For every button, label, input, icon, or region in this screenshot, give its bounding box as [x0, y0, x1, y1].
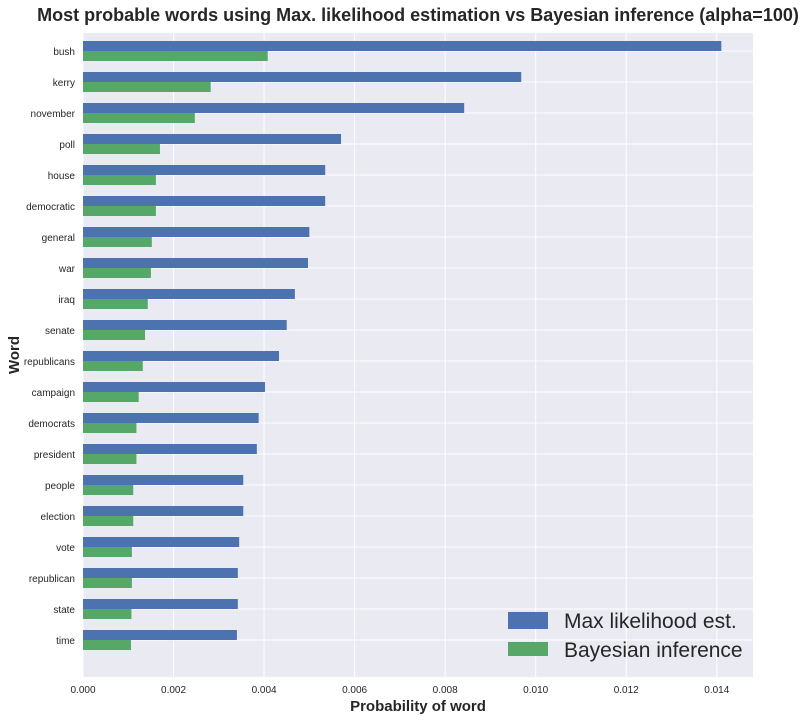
- x-axis-label: Probability of word: [350, 698, 486, 715]
- y-tick-label: state: [53, 605, 75, 616]
- y-tick-label: democratic: [26, 202, 75, 213]
- legend-label-max-likelihood: Max likelihood est.: [564, 610, 737, 633]
- y-tick-label: vote: [56, 543, 75, 554]
- bar-bayesian-senate: [83, 330, 146, 340]
- legend-label-bayesian: Bayesian inference: [564, 639, 743, 662]
- legend: Max likelihood est. Bayesian inference: [508, 610, 743, 662]
- legend-swatch-bayesian: [508, 642, 548, 656]
- bar-max-likelihood-republican: [83, 568, 238, 578]
- x-tick-label: 0.006: [342, 685, 367, 696]
- y-tick-labels: bush kerry november poll house democratic gene…: [24, 47, 76, 647]
- legend-swatch-max-likelihood: [508, 612, 548, 629]
- bar-bayesian-election: [83, 516, 134, 526]
- x-tick-label: 0.012: [614, 685, 639, 696]
- x-tick-label: 0.002: [161, 685, 186, 696]
- y-axis-label: Word: [6, 336, 23, 374]
- y-tick-label: poll: [59, 140, 75, 151]
- bar-bayesian-general: [83, 237, 152, 247]
- bar-max-likelihood-november: [83, 103, 465, 113]
- bar-bayesian-republican: [83, 578, 132, 588]
- bar-max-likelihood-iraq: [83, 289, 295, 299]
- y-tick-label: time: [56, 636, 75, 647]
- bar-bayesian-state: [83, 609, 132, 619]
- bar-max-likelihood-state: [83, 599, 238, 609]
- bar-bayesian-poll: [83, 144, 160, 154]
- bars: [83, 41, 722, 650]
- bar-max-likelihood-people: [83, 475, 244, 485]
- y-tick-label: bush: [53, 47, 75, 58]
- bar-max-likelihood-general: [83, 227, 310, 237]
- y-tick-label: democrats: [28, 419, 75, 430]
- y-tick-label: people: [45, 481, 75, 492]
- bar-bayesian-vote: [83, 547, 132, 557]
- x-tick-labels: 0.000 0.002 0.004 0.006 0.008 0.010 0.012 0.014: [70, 685, 729, 696]
- bar-bayesian-people: [83, 485, 134, 495]
- bar-max-likelihood-vote: [83, 537, 240, 547]
- bar-bayesian-house: [83, 175, 156, 185]
- y-tick-label: general: [42, 233, 75, 244]
- chart-title: Most probable words using Max. likelihoo…: [37, 5, 799, 25]
- bar-bayesian-iraq: [83, 299, 148, 309]
- x-tick-label: 0.008: [433, 685, 458, 696]
- bar-bayesian-democrats: [83, 423, 137, 433]
- bar-max-likelihood-bush: [83, 41, 722, 51]
- bar-bayesian-republicans: [83, 361, 143, 371]
- y-tick-label: election: [41, 512, 75, 523]
- bar-bayesian-november: [83, 113, 195, 123]
- bar-max-likelihood-democratic: [83, 196, 326, 206]
- bar-max-likelihood-president: [83, 444, 257, 454]
- bar-max-likelihood-house: [83, 165, 326, 175]
- y-tick-label: campaign: [32, 388, 75, 399]
- x-tick-label: 0.014: [704, 685, 729, 696]
- bar-max-likelihood-election: [83, 506, 244, 516]
- y-tick-label: president: [34, 450, 75, 461]
- y-tick-label: iraq: [58, 295, 75, 306]
- y-tick-label: kerry: [53, 78, 75, 89]
- bar-max-likelihood-war: [83, 258, 308, 268]
- y-tick-label: war: [58, 264, 76, 275]
- y-tick-label: republicans: [24, 357, 75, 368]
- x-tick-label: 0.004: [252, 685, 277, 696]
- bar-bayesian-democratic: [83, 206, 156, 216]
- y-tick-label: november: [31, 109, 76, 120]
- bar-max-likelihood-democrats: [83, 413, 259, 423]
- x-tick-label: 0.000: [70, 685, 95, 696]
- bar-max-likelihood-campaign: [83, 382, 265, 392]
- bar-max-likelihood-senate: [83, 320, 287, 330]
- bar-bayesian-kerry: [83, 82, 211, 92]
- bar-bayesian-bush: [83, 51, 268, 61]
- bar-max-likelihood-republicans: [83, 351, 280, 361]
- y-tick-label: house: [48, 171, 76, 182]
- y-tick-label: republican: [29, 574, 75, 585]
- bar-bayesian-campaign: [83, 392, 139, 402]
- y-tick-label: senate: [45, 326, 75, 337]
- bar-max-likelihood-time: [83, 630, 237, 640]
- bar-max-likelihood-kerry: [83, 72, 522, 82]
- bar-bayesian-president: [83, 454, 137, 464]
- bar-bayesian-war: [83, 268, 151, 278]
- bar-max-likelihood-poll: [83, 134, 342, 144]
- x-tick-label: 0.010: [523, 685, 548, 696]
- bar-bayesian-time: [83, 640, 131, 650]
